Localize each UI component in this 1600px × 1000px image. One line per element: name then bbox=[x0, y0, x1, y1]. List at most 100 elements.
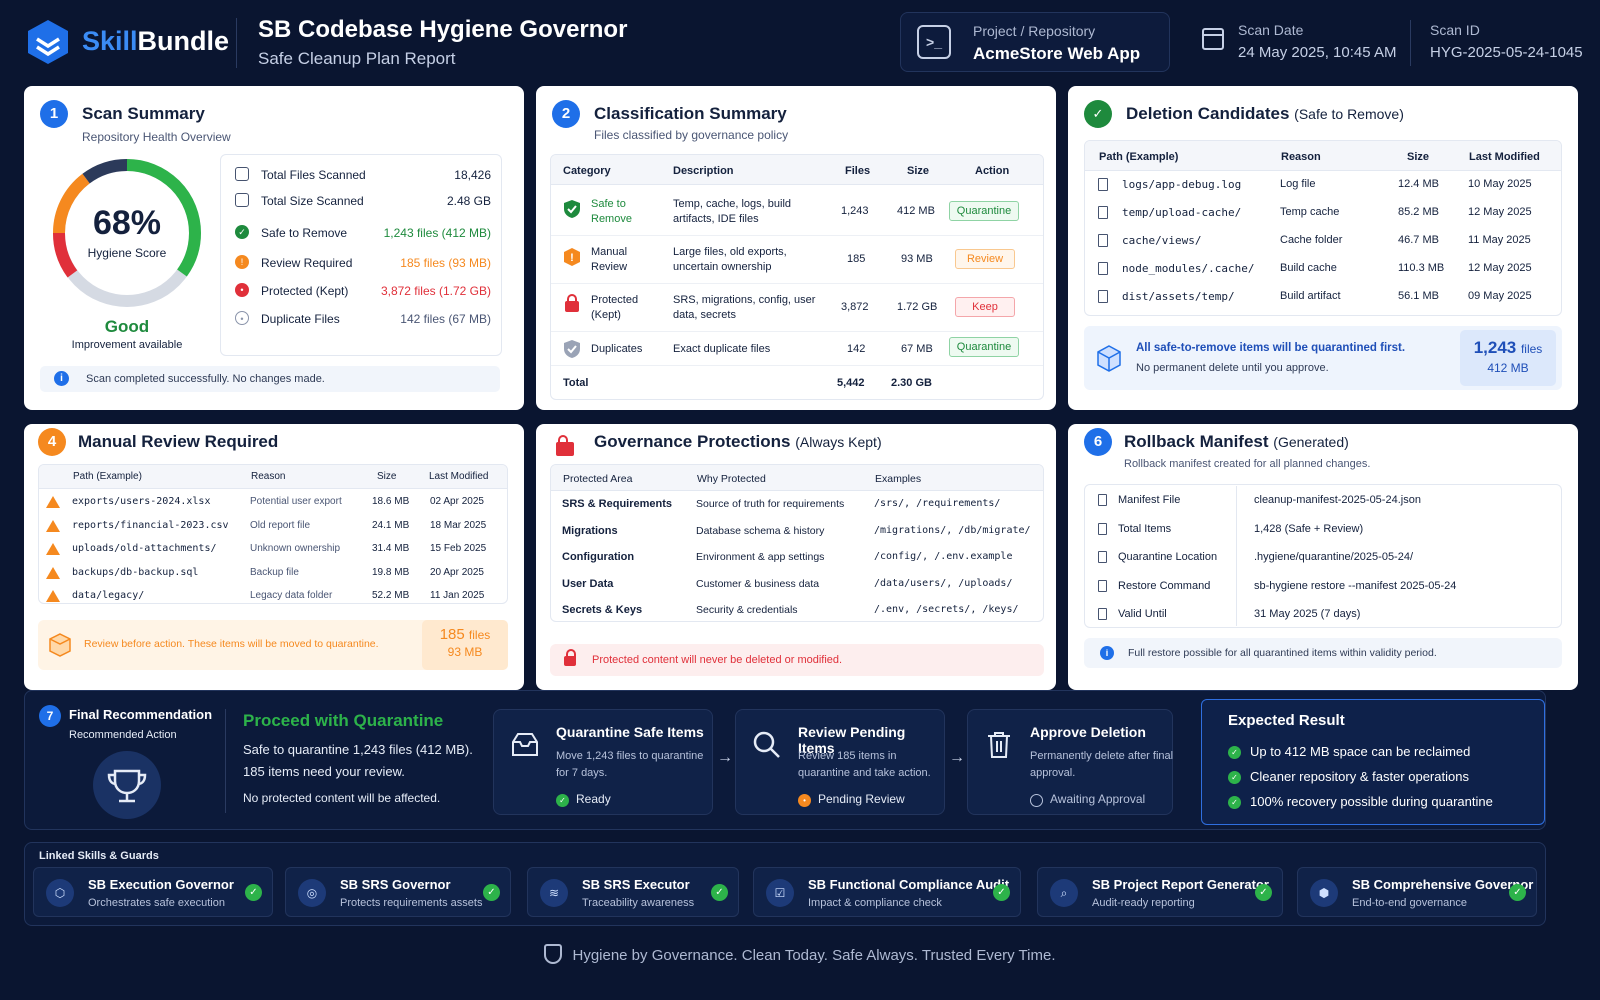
document-icon bbox=[1098, 494, 1107, 506]
file-icon bbox=[1098, 234, 1108, 247]
manifest-key: Manifest File bbox=[1118, 494, 1181, 506]
header: SkillBundle SB Codebase Hygiene Governor… bbox=[0, 0, 1600, 86]
expected-result: Expected Result ✓ Up to 412 MB space can… bbox=[1201, 699, 1545, 825]
file-path: uploads/old-attachments/ bbox=[72, 543, 217, 554]
skill-srs-executor[interactable]: ≋ SB SRS Executor Traceability awareness ✓ bbox=[527, 867, 739, 917]
document-icon bbox=[1098, 608, 1107, 620]
file-date: 11 Jan 2025 bbox=[430, 590, 485, 601]
stat-row: • Protected (Kept) 3,872 files (1.72 GB) bbox=[235, 281, 491, 301]
shield-icon bbox=[544, 944, 563, 964]
box-warning-icon bbox=[49, 633, 71, 657]
stat-row: ✓ Safe to Remove 1,243 files (412 MB) bbox=[235, 223, 491, 243]
protection-reason: Database schema & history bbox=[696, 524, 825, 537]
info-icon: i bbox=[1100, 646, 1114, 660]
final-recommendation: 7 Final Recommendation Recommended Actio… bbox=[24, 690, 1546, 830]
protection-reason: Environment & app settings bbox=[696, 551, 825, 563]
protected-area: SRS & Requirements bbox=[562, 498, 673, 510]
total-files: 5,442 bbox=[837, 377, 865, 389]
step-review[interactable]: Review Pending Items Review 185 items in… bbox=[735, 709, 945, 815]
section-number: 6 bbox=[1084, 428, 1112, 456]
calendar-icon bbox=[1202, 28, 1224, 50]
file-icon bbox=[1098, 178, 1108, 191]
file-date: 20 Apr 2025 bbox=[430, 566, 484, 578]
skill-execution-governor[interactable]: ⬡ SB Execution Governor Orchestrates safe … bbox=[33, 867, 273, 917]
protection-reason: Customer & business data bbox=[696, 577, 820, 590]
scan-summary-panel: 1 Scan Summary Repository Health Overvie… bbox=[24, 86, 524, 410]
keep-action-button[interactable]: Keep bbox=[955, 297, 1015, 317]
panel-title: Governance Protections (Always Kept) bbox=[594, 432, 882, 451]
document-icon bbox=[1098, 579, 1107, 592]
file-date: 11 May 2025 bbox=[1468, 234, 1531, 246]
document-icon bbox=[1098, 551, 1107, 563]
file-icon bbox=[1098, 262, 1108, 275]
footer-tagline: Hygiene by Governance. Clean Today. Safe… bbox=[0, 944, 1600, 964]
protection-examples: /config/, /.env.example bbox=[874, 551, 1013, 562]
quarantine-action-button[interactable]: Quarantine bbox=[949, 201, 1019, 221]
check-icon: ✓ bbox=[1228, 796, 1241, 809]
info-icon: i bbox=[54, 371, 69, 386]
review-action-button[interactable]: Review bbox=[955, 249, 1015, 269]
project-selector[interactable]: >_ Project / Repository AcmeStore Web Ap… bbox=[900, 12, 1170, 72]
step-approve[interactable]: Approve Deletion Permanently delete afte… bbox=[967, 709, 1173, 815]
files-icon bbox=[235, 167, 249, 181]
skill-project-report-generator[interactable]: ⌕ SB Project Report Generator Audit-ready … bbox=[1037, 867, 1283, 917]
lock-icon bbox=[565, 294, 579, 312]
terminal-icon: >_ bbox=[917, 25, 951, 59]
manual-review-table: Path (Example) Reason Size Last Modified bbox=[38, 464, 508, 604]
lock-icon bbox=[556, 435, 574, 456]
arrow-right-icon: → bbox=[717, 749, 733, 766]
svg-text:!: ! bbox=[570, 252, 574, 264]
category-label: Manual Review bbox=[591, 246, 628, 273]
skill-srs-governor[interactable]: ◎ SB SRS Governor Protects requirements as… bbox=[285, 867, 511, 917]
panel-title: Deletion Candidates (Safe to Remove) bbox=[1126, 104, 1404, 123]
file-date: 15 Feb 2025 bbox=[430, 543, 487, 554]
scan-date: 24 May 2025, 10:45 AM bbox=[1238, 44, 1397, 61]
file-reason: Log file bbox=[1280, 178, 1316, 190]
arrow-right-icon: → bbox=[949, 749, 965, 766]
app-title: SB Codebase Hygiene Governor bbox=[258, 16, 628, 43]
panel-title: Scan Summary bbox=[82, 104, 205, 123]
cube-icon: ⬢ bbox=[1310, 879, 1338, 907]
total-label: Total bbox=[563, 377, 589, 389]
panel-title: Manual Review Required bbox=[78, 432, 279, 451]
skillbundle-logo-icon bbox=[28, 20, 68, 64]
quarantine-action-button[interactable]: Quarantine bbox=[949, 337, 1019, 357]
scan-info-bar: i Scan completed successfully. No changes… bbox=[40, 366, 500, 392]
protected-area: Migrations bbox=[562, 524, 618, 537]
duplicate-icon: • bbox=[235, 311, 249, 325]
manifest-value: 1,428 (Safe + Review) bbox=[1254, 522, 1364, 535]
column-divider bbox=[1236, 486, 1237, 626]
protection-examples: /migrations/, /db/migrate/ bbox=[874, 524, 1031, 536]
step-quarantine[interactable]: Quarantine Safe Items Move 1,243 files t… bbox=[493, 709, 713, 815]
trash-icon bbox=[988, 732, 1010, 758]
manual-review-panel: 4 Manual Review Required Path (Example) … bbox=[24, 424, 524, 690]
category-label: Safe to Remove bbox=[591, 198, 632, 225]
lock-icon bbox=[1030, 794, 1043, 807]
trophy-icon bbox=[93, 751, 161, 819]
skill-functional-compliance-audit[interactable]: ☑ SB Functional Compliance Audit Impact & … bbox=[753, 867, 1021, 917]
file-size: 24.1 MB bbox=[372, 519, 410, 531]
hygiene-score: 68% bbox=[92, 204, 162, 242]
file-date: 02 Apr 2025 bbox=[430, 496, 484, 507]
classification-table: Category Description Files Size Action S… bbox=[550, 154, 1044, 400]
report-search-icon: ⌕ bbox=[1050, 879, 1078, 907]
lock-icon: • bbox=[235, 283, 249, 297]
manifest-key: Total Items bbox=[1118, 522, 1172, 535]
protection-reason: Security & credentials bbox=[696, 604, 798, 616]
clipboard-check-icon: ☑ bbox=[766, 879, 794, 907]
file-icon bbox=[1098, 290, 1108, 303]
file-date: 18 Mar 2025 bbox=[430, 519, 487, 531]
shield-check-icon bbox=[564, 200, 580, 218]
check-icon: ✓ bbox=[1228, 771, 1241, 784]
warning-icon bbox=[46, 566, 60, 579]
file-date: 12 May 2025 bbox=[1468, 262, 1532, 274]
scan-id: HYG-2025-05-24-1045 bbox=[1430, 44, 1583, 61]
file-size: 52.2 MB bbox=[372, 590, 410, 601]
skill-comprehensive-governor[interactable]: ⬢ SB Comprehensive Governor End-to-end gov… bbox=[1297, 867, 1537, 917]
check-icon: ✓ bbox=[245, 884, 262, 901]
check-icon: ✓ bbox=[483, 884, 500, 901]
pending-icon: • bbox=[798, 794, 811, 807]
file-path: cache/views/ bbox=[1122, 234, 1202, 247]
storage-icon bbox=[235, 193, 249, 207]
review-note: Review before action. These items will b… bbox=[38, 620, 508, 670]
